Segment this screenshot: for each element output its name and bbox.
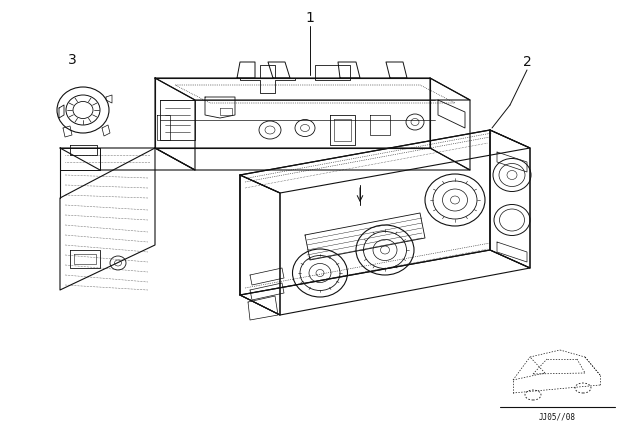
Text: JJ05//08: JJ05//08 bbox=[538, 413, 575, 422]
Text: 3: 3 bbox=[68, 53, 76, 67]
Text: 1: 1 bbox=[305, 11, 314, 25]
Text: 2: 2 bbox=[523, 55, 531, 69]
